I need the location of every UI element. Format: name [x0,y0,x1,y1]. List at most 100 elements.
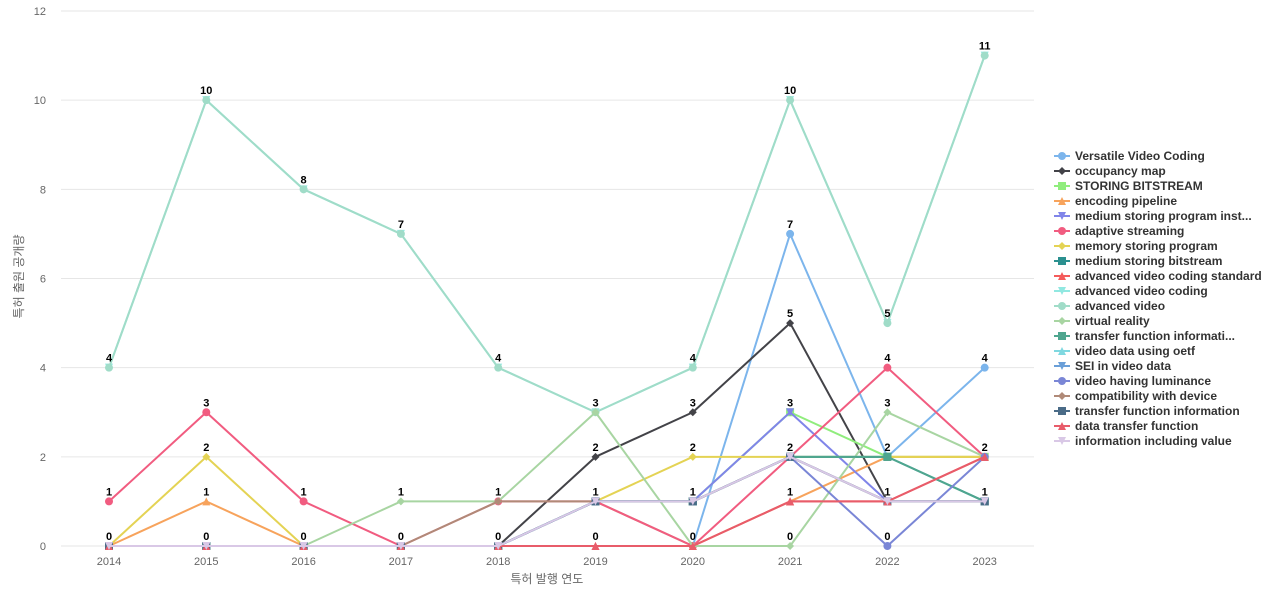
data-point-marker[interactable] [105,363,113,372]
data-point-marker[interactable] [883,408,892,417]
legend-item[interactable]: data transfer function [1054,419,1198,433]
data-point-marker[interactable] [105,497,113,506]
data-label: 1 [301,486,307,498]
data-point-marker[interactable] [786,497,795,506]
y-tick-label: 12 [34,6,46,18]
legend-item[interactable]: occupancy map [1054,164,1166,178]
x-tick-label: 2021 [778,556,802,568]
legend-item[interactable]: medium storing program inst... [1054,209,1252,223]
legend-item[interactable]: advanced video coding [1054,284,1208,298]
legend-label: adaptive streaming [1075,224,1184,238]
series-line[interactable] [109,411,985,547]
data-point-marker[interactable] [299,185,308,194]
data-point-marker [1058,347,1066,355]
series-line[interactable] [109,411,986,547]
series-advanced-video-coding[interactable] [105,51,989,417]
data-point-marker[interactable] [494,542,503,550]
data-label: 3 [592,397,598,409]
series-virtual-reality[interactable] [105,408,989,550]
series-line[interactable] [108,55,986,414]
data-point-marker[interactable] [591,497,600,506]
data-label: 3 [203,397,209,409]
x-tick-label: 2016 [291,556,315,568]
data-point-marker[interactable] [883,452,892,461]
legend-item[interactable]: SEI in video data [1054,359,1171,373]
data-point-marker[interactable] [688,497,697,506]
legend-item[interactable]: virtual reality [1054,314,1150,328]
data-point-marker[interactable] [883,319,892,328]
series-storing-bitstream[interactable] [105,408,989,550]
data-point-marker[interactable] [494,363,503,372]
data-point-marker[interactable] [786,542,795,550]
data-point-marker[interactable] [883,497,892,506]
data-point-marker[interactable] [396,542,405,550]
data-point-marker[interactable] [980,363,989,372]
data-point-marker[interactable] [980,452,989,461]
data-point-marker [1058,242,1066,250]
data-point-marker[interactable] [202,408,211,417]
series-line[interactable] [108,55,986,414]
data-point-marker[interactable] [202,542,211,550]
legend-item[interactable]: encoding pipeline [1054,194,1177,208]
series-information-including-value[interactable] [105,452,989,550]
data-point-marker[interactable] [883,363,892,372]
data-label: 1 [884,486,890,498]
data-point-marker [1058,212,1066,220]
data-point-marker[interactable] [786,229,795,238]
data-point-marker[interactable] [494,497,503,506]
legend-item[interactable]: transfer function information [1054,404,1240,418]
legend-item[interactable]: adaptive streaming [1054,224,1184,238]
data-label: 1 [398,486,404,498]
series-line[interactable] [109,455,985,547]
data-label: 4 [495,353,502,365]
data-point-marker[interactable] [688,408,697,417]
legend-item[interactable]: Versatile Video Coding [1054,149,1205,163]
data-point-marker[interactable] [591,542,600,550]
legend-item[interactable]: transfer function informati... [1054,329,1235,343]
data-point-marker[interactable] [786,319,795,328]
data-point-marker[interactable] [786,96,795,105]
data-point-marker[interactable] [105,542,113,550]
data-point-marker[interactable] [591,408,600,417]
data-point-marker[interactable] [786,452,795,461]
data-point-marker [1058,167,1066,175]
data-point-marker[interactable] [786,408,795,417]
legend-item[interactable]: advanced video coding standard [1054,269,1262,283]
legend-item[interactable]: video having luminance [1054,374,1211,388]
data-point-marker[interactable] [980,497,989,506]
data-point-marker [1058,407,1066,415]
legend-label: occupancy map [1075,164,1166,178]
legend-item[interactable]: compatibility with device [1054,389,1217,403]
data-point-marker[interactable] [980,51,989,60]
series-advanced-video[interactable] [105,51,989,417]
data-point-marker[interactable] [591,452,600,461]
legend-item[interactable]: memory storing program [1054,239,1218,253]
data-point-marker[interactable] [299,497,308,506]
data-label: 2 [203,442,209,454]
data-label: 1 [982,486,988,498]
legend-item[interactable]: medium storing bitstream [1054,254,1222,268]
data-point-marker[interactable] [688,542,697,550]
data-point-marker[interactable] [202,497,211,506]
legend-item[interactable]: information including value [1054,434,1232,448]
legend-label: SEI in video data [1075,359,1171,373]
series-line[interactable] [109,322,985,547]
data-point-marker[interactable] [299,542,308,550]
legend-item[interactable]: video data using oetf [1054,344,1196,358]
x-tick-label: 2019 [583,556,607,568]
data-point-marker[interactable] [688,452,697,461]
series-line[interactable] [109,411,985,547]
data-point-marker[interactable] [883,542,892,550]
data-point-marker[interactable] [202,96,211,105]
data-label: 11 [979,41,991,53]
data-point-marker[interactable] [688,363,697,372]
data-point-marker[interactable] [396,497,405,506]
legend-item[interactable]: STORING BITSTREAM [1054,179,1203,193]
legend-item[interactable]: advanced video [1054,299,1165,313]
data-point-marker[interactable] [396,229,405,238]
series-medium-storing-program-inst[interactable] [105,408,989,550]
data-point-marker [1058,182,1066,190]
legend-label: video data using oetf [1075,344,1196,358]
data-point-marker[interactable] [202,452,211,461]
